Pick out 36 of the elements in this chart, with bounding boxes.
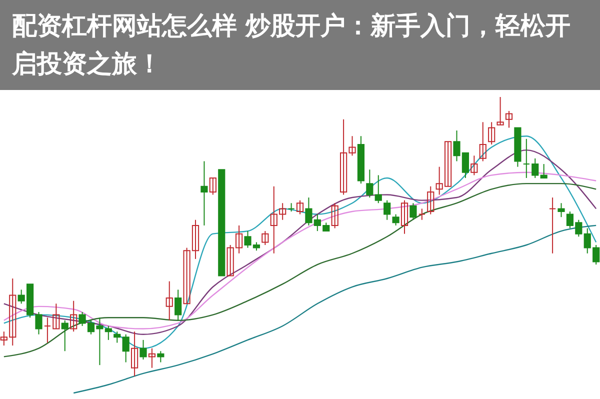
candlestick [488,122,496,145]
candlestick [392,214,400,226]
candlestick [470,155,478,176]
candlestick [140,339,147,360]
candlestick [374,174,382,204]
candlestick [166,280,173,321]
candlestick [410,202,417,220]
candlestick [61,320,68,352]
candlestick [384,200,391,220]
candlestick [522,138,530,178]
candlestick [505,110,513,128]
candlestick [157,350,164,363]
candlestick [114,331,121,344]
candlestick [400,200,408,234]
candlestick [148,348,156,368]
candlestick [548,197,556,254]
candlestick [540,164,548,178]
candlestick [496,96,504,126]
candlestick [427,186,434,215]
candlestick [209,177,216,196]
candlestick [122,334,130,363]
candlestick [52,303,60,330]
candlestick [296,200,304,215]
candlestick [200,160,208,226]
candlestick [479,122,486,162]
candlestick [366,169,374,198]
candlestick [418,208,426,220]
candlestick [558,202,565,218]
candlestick [174,289,182,321]
candlestick [262,230,269,246]
candlestick [331,202,338,229]
candlestick [70,300,78,332]
candlestick [532,158,539,178]
candlestick [130,331,138,377]
chart-title: 配资杠杆网站怎么样 炒股开户：新手入门，轻松开启投资之旅！ [12,10,572,80]
candlestick [44,317,52,344]
